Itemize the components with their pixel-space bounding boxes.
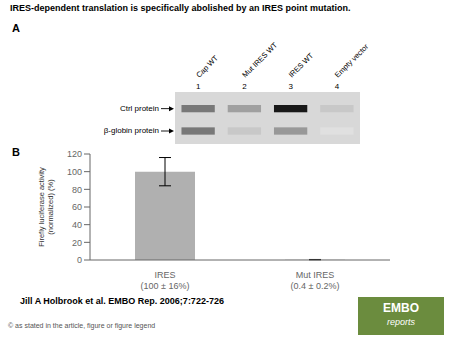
svg-text:60: 60 <box>72 202 82 212</box>
html-text:EMBO: EMBO <box>383 301 419 315</box>
svg-text:A: A <box>12 22 20 34</box>
svg-text:2: 2 <box>242 82 247 91</box>
svg-text:IRES(100 ± 16%): IRES(100 ± 16%) <box>141 270 190 291</box>
svg-text:100: 100 <box>67 167 82 177</box>
svg-text:Ctrl protein: Ctrl protein <box>120 104 159 113</box>
html-text:B: B <box>12 146 20 158</box>
svg-text:4: 4 <box>335 82 340 91</box>
svg-text:Mut IRES WT: Mut IRES WT <box>240 40 279 79</box>
svg-text:Empty vector: Empty vector <box>333 42 371 80</box>
svg-text:IRES WT: IRES WT <box>287 51 316 80</box>
svg-text:3: 3 <box>288 82 293 91</box>
svg-text:40: 40 <box>72 220 82 230</box>
svg-text:Firefly luciferase activity(no: Firefly luciferase activity(normalized) … <box>37 167 55 247</box>
svg-text:Mut IRES(0.4 ± 0.2%): Mut IRES(0.4 ± 0.2%) <box>291 270 340 291</box>
svg-text:0: 0 <box>77 255 82 265</box>
html-text:Jill A Holbrook et al. EMBO Re: Jill A Holbrook et al. EMBO Rep. 2006;7:… <box>20 296 224 306</box>
html-text:© as stated in the article, fi: © as stated in the article, figure or fi… <box>8 322 156 329</box>
svg-text:Cap WT: Cap WT <box>194 53 220 79</box>
html-text:IRES-dependent translation is: IRES-dependent translation is specifical… <box>10 3 351 13</box>
html-text:reports: reports <box>387 317 415 327</box>
svg-text:1: 1 <box>196 82 201 91</box>
svg-text:80: 80 <box>72 185 82 195</box>
svg-text:120: 120 <box>67 149 82 159</box>
svg-text:β-globin protein: β-globin protein <box>104 126 159 135</box>
svg-text:20: 20 <box>72 238 82 248</box>
